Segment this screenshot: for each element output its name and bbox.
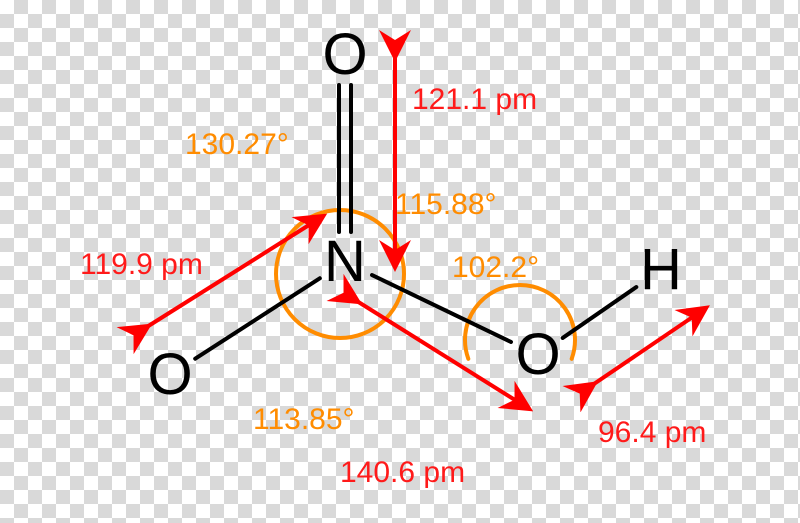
bond-angle-o1-n-o3: 115.88° (395, 190, 497, 220)
atom-hydrogen: H (640, 241, 682, 299)
bond-length-o3-h: 96.4 pm (598, 418, 706, 448)
atom-oxygen-top: O (322, 26, 367, 84)
bond-angle-o1-n-o2: 130.27° (185, 130, 289, 160)
diagram-stage: N O O O H 121.1 pm 119.9 pm 140.6 pm 96.… (0, 0, 800, 523)
bond-length-n-o3: 140.6 pm (340, 458, 465, 488)
bond-angle-o2-n-o3: 113.85° (253, 405, 355, 435)
atom-label: O (147, 342, 192, 407)
bond-angle-n-o3-h: 102.2° (452, 253, 539, 283)
bond-length-n-o1: 121.1 pm (412, 85, 537, 115)
bond-length-n-o2: 119.9 pm (80, 250, 203, 280)
atom-oxygen-left: O (147, 346, 192, 404)
atom-nitrogen: N (324, 233, 366, 291)
atom-label: O (515, 322, 560, 387)
atom-label: N (324, 229, 366, 294)
atom-label: H (640, 237, 682, 302)
atom-oxygen-right: O (515, 326, 560, 384)
atom-label: O (322, 22, 367, 87)
